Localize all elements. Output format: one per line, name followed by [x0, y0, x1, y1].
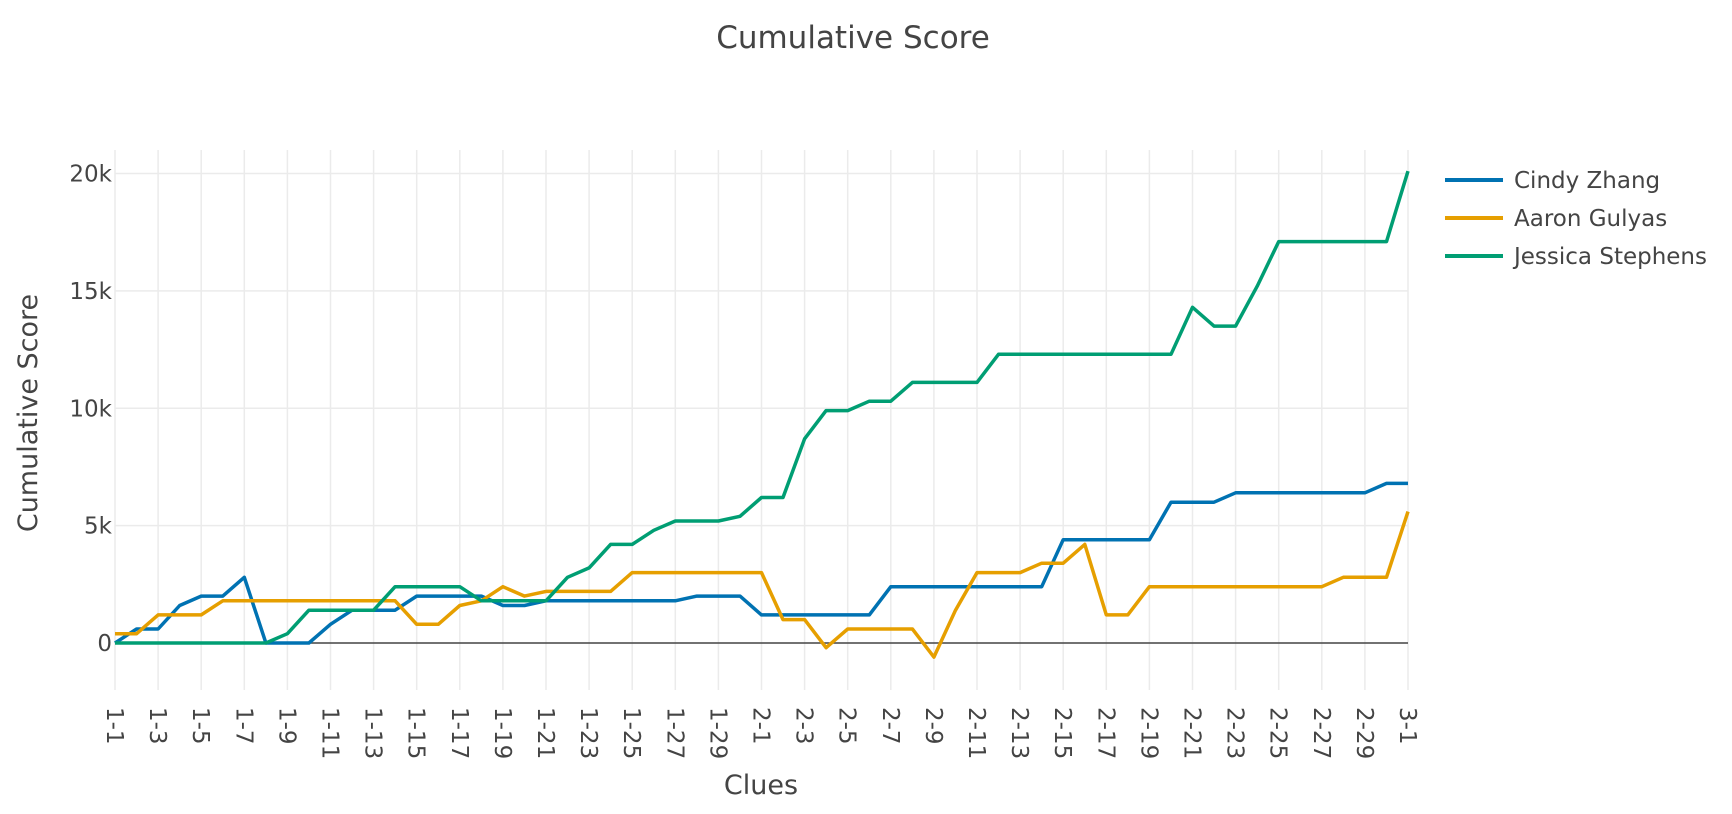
- x-tick-label: 1-1: [101, 707, 127, 745]
- series-line-jessica-stephens[interactable]: [115, 170, 1410, 645]
- y-tick-label: 0: [97, 631, 112, 657]
- x-tick-label: 1-29: [704, 707, 730, 759]
- x-tick-label: 2-11: [963, 707, 989, 759]
- legend-item-aaron-gulyas[interactable]: Aaron Gulyas: [1445, 206, 1667, 232]
- x-tick-label: 1-3: [144, 707, 170, 745]
- x-tick-label: 1-19: [489, 707, 515, 759]
- x-axis-title: Clues: [724, 770, 798, 801]
- legend-item-cindy-zhang[interactable]: Cindy Zhang: [1445, 168, 1660, 194]
- x-tick-label: 2-29: [1351, 707, 1377, 759]
- x-tick-label: 1-7: [230, 707, 256, 745]
- x-tick-label: 2-23: [1222, 707, 1248, 759]
- y-gridlines: [115, 172, 1408, 527]
- x-tick-labels: 1-1 1-3 1-5 1-7 1-9 1-11 1-13 1-15 1-17 1-19 1-21 1…: [101, 707, 1420, 759]
- legend-label: Aaron Gulyas: [1514, 206, 1667, 232]
- y-tick-label: 20k: [69, 161, 112, 187]
- x-tick-label: 2-9: [920, 707, 946, 745]
- legend-label: Jessica Stephens: [1512, 244, 1707, 270]
- x-tick-label: 2-15: [1049, 707, 1075, 759]
- x-tick-label: 2-19: [1135, 707, 1161, 759]
- x-tick-label: 2-13: [1006, 707, 1032, 759]
- x-tick-label: 1-15: [403, 707, 429, 759]
- x-tick-label: 1-5: [187, 707, 213, 745]
- x-tick-label: 1-11: [317, 707, 343, 759]
- x-tick-label: 1-17: [446, 707, 472, 759]
- x-tick-label: 2-27: [1308, 707, 1334, 759]
- x-tick-label: 1-13: [360, 707, 386, 759]
- x-tick-label: 2-17: [1092, 707, 1118, 759]
- x-tick-label: 2-21: [1179, 707, 1205, 759]
- legend-item-jessica-stephens[interactable]: Jessica Stephens: [1445, 244, 1707, 270]
- x-tick-label: 1-21: [532, 707, 558, 759]
- x-tick-label: 1-27: [661, 707, 687, 759]
- x-tick-label: 2-5: [834, 707, 860, 745]
- x-tick-label: 2-1: [748, 707, 774, 745]
- y-tick-label: 5k: [84, 514, 113, 540]
- chart-title: Cumulative Score: [716, 20, 990, 56]
- y-tick-labels: 0 5k 10k 15k 20k: [69, 161, 112, 657]
- x-tick-label: 2-25: [1265, 707, 1291, 759]
- x-tick-label: 2-3: [791, 707, 817, 745]
- series-lines: [114, 170, 1410, 659]
- x-tick-label: 3-1: [1394, 707, 1420, 745]
- y-tick-label: 10k: [69, 396, 112, 422]
- x-tick-label: 2-7: [877, 707, 903, 745]
- x-tick-label: 1-23: [575, 707, 601, 759]
- legend[interactable]: Cindy Zhang Aaron Gulyas Jessica Stephens: [1445, 168, 1707, 270]
- series-line-cindy-zhang[interactable]: [114, 481, 1408, 645]
- x-tick-label: 1-9: [273, 707, 299, 745]
- y-tick-label: 15k: [69, 279, 112, 305]
- legend-label: Cindy Zhang: [1514, 168, 1660, 194]
- y-axis-title: Cumulative Score: [13, 294, 44, 532]
- series-line-aaron-gulyas[interactable]: [115, 511, 1410, 659]
- x-tick-label: 1-25: [618, 707, 644, 759]
